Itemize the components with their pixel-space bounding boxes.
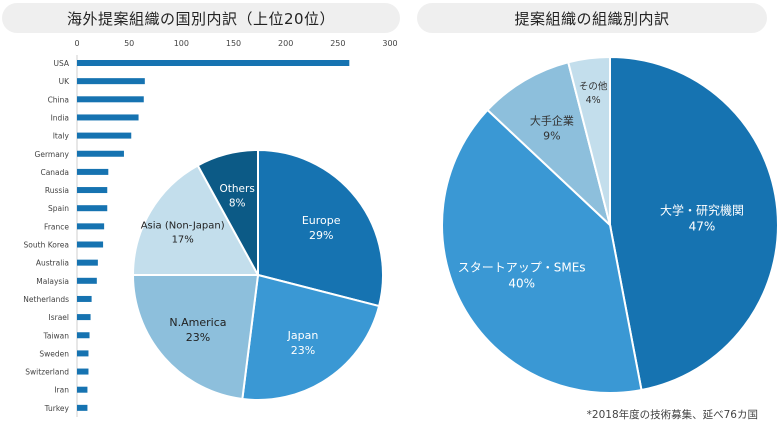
country-label-south-korea: South Korea <box>24 241 69 250</box>
region-pie-slice-n-america <box>131 274 260 401</box>
country-label-italy: Italy <box>53 132 70 141</box>
org-pie-slice-label: 大学・研究機関 <box>660 202 744 217</box>
org-pie-slice-value: 9% <box>543 130 560 143</box>
region-pie-slice-value: 23% <box>291 344 315 357</box>
region-pie-slice-label: Asia (Non-Japan) <box>141 220 225 231</box>
organization-breakdown-header: 提案組織の組織別内訳 <box>417 3 767 33</box>
org-pie-slice-smes <box>441 108 643 394</box>
region-pie-slice-japan <box>241 273 381 401</box>
country-label-netherlands: Netherlands <box>23 295 69 304</box>
bar-turkey <box>77 404 88 411</box>
country-label-germany: Germany <box>35 150 70 159</box>
country-label-usa: USA <box>53 59 69 68</box>
country-label-sweden: Sweden <box>39 349 69 358</box>
country-label-france: France <box>44 222 69 231</box>
org-pie-slice-0 <box>609 55 779 392</box>
region-pie-slice-label: Europe <box>302 214 341 227</box>
x-tick-label: 300 <box>382 39 397 48</box>
org-pie-slice-3 <box>567 55 611 226</box>
country-label-spain: Spain <box>48 204 69 213</box>
org-pie-slice-value: 47% <box>689 219 716 233</box>
country-label-china: China <box>48 95 69 104</box>
bar-australia <box>77 259 98 266</box>
region-pie-slice-value: 23% <box>186 331 210 344</box>
country-label-uk: UK <box>59 77 70 86</box>
region-pie-slice-label: N.America <box>169 316 226 329</box>
region-pie-slice-value: 17% <box>172 234 194 245</box>
country-label-israel: Israel <box>49 313 70 322</box>
bar-israel <box>77 314 91 321</box>
country-label-australia: Australia <box>36 259 69 268</box>
bar-france <box>77 223 105 230</box>
country-label-taiwan: Taiwan <box>42 331 69 340</box>
country-label-switzerland: Switzerland <box>25 368 69 377</box>
bar-china <box>77 96 144 103</box>
bar-canada <box>77 168 109 175</box>
region-pie-slice-value: 29% <box>309 229 333 242</box>
country-label-iran: Iran <box>54 386 69 395</box>
bar-germany <box>77 150 124 157</box>
org-pie-slice-label: その他 <box>579 81 608 93</box>
footnote: *2018年度の技術募集、延べ76カ国 <box>586 409 758 421</box>
bar-netherlands <box>77 295 92 302</box>
country-breakdown-header: 海外提案組織の国別内訳（上位20位） <box>2 3 400 33</box>
bar-italy <box>77 132 132 139</box>
region-pie-slice-others <box>196 148 259 276</box>
bar-malaysia <box>77 277 97 284</box>
x-tick-label: 150 <box>226 39 241 48</box>
country-label-india: India <box>51 113 69 122</box>
bar-iran <box>77 386 88 393</box>
org-pie-slice-value: 4% <box>586 95 601 106</box>
country-label-canada: Canada <box>40 168 69 177</box>
bar-sweden <box>77 350 89 357</box>
country-label-russia: Russia <box>45 186 69 195</box>
bar-russia <box>77 187 108 194</box>
x-tick-label: 200 <box>278 39 293 48</box>
bar-india <box>77 114 139 121</box>
x-tick-label: 100 <box>174 39 189 48</box>
org-pie-slice-label: スタートアップ・SMEs <box>458 261 586 275</box>
org-pie-slice-value: 40% <box>508 277 535 291</box>
region-pie-slice-value: 8% <box>229 197 246 209</box>
x-tick-label: 0 <box>74 39 79 48</box>
region-pie-slice-label: Japan <box>287 329 319 342</box>
bar-south-korea <box>77 241 104 248</box>
bar-switzerland <box>77 368 89 375</box>
region-pie-slice-label: Others <box>220 183 255 195</box>
bar-spain <box>77 205 108 212</box>
country-label-malaysia: Malaysia <box>36 277 69 286</box>
bar-taiwan <box>77 332 90 339</box>
org-pie-slice-2 <box>486 61 612 229</box>
x-tick-label: 50 <box>124 39 134 48</box>
x-tick-label: 250 <box>330 39 345 48</box>
bar-uk <box>77 78 145 85</box>
country-label-turkey: Turkey <box>44 404 70 413</box>
org-pie-slice-label: 大手企業 <box>530 114 574 128</box>
bar-usa <box>77 60 350 66</box>
region-pie-slice-asia-non-japan <box>131 164 260 276</box>
region-pie-slice-europe <box>257 148 384 308</box>
